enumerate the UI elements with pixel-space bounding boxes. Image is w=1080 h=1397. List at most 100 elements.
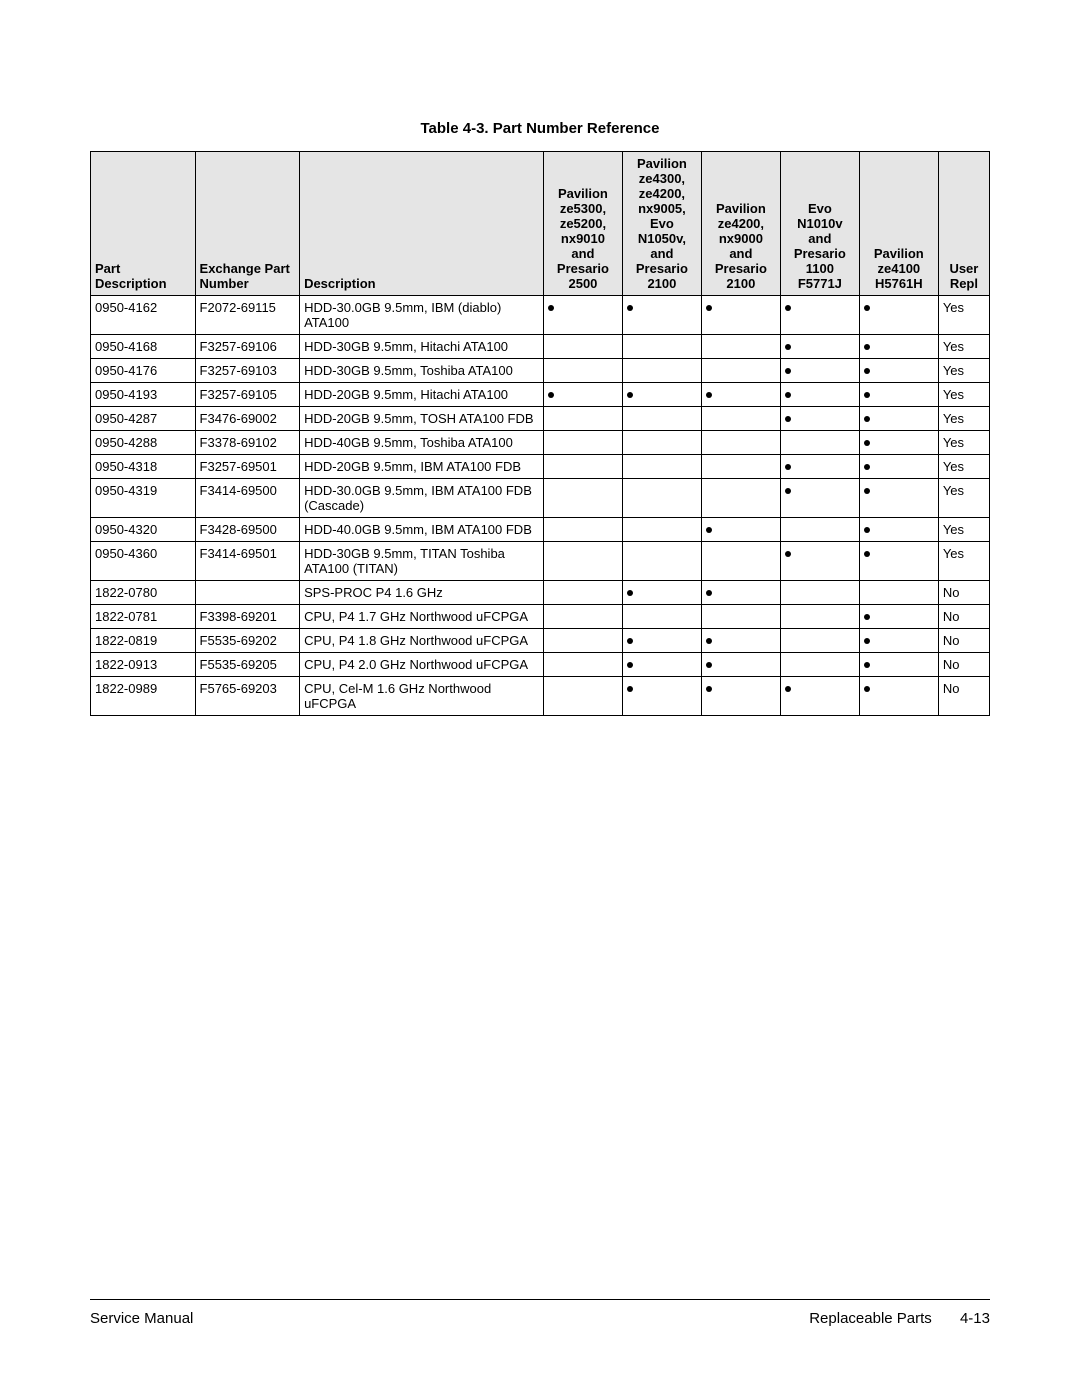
cell-model-5 [859,296,938,335]
cell-model-4 [780,581,859,605]
cell-model-2 [622,542,701,581]
cell-exchange: F3257-69106 [195,335,300,359]
bullet-icon [864,344,870,350]
bullet-icon [627,662,633,668]
table-row: 0950-4176F3257-69103HDD-30GB 9.5mm, Tosh… [91,359,990,383]
cell-part-desc: 0950-4320 [91,518,196,542]
cell-model-2 [622,677,701,716]
col-model-1: Pavilion ze5300, ze5200, nx9010 and Pres… [543,152,622,296]
cell-user-repl: Yes [938,383,989,407]
cell-model-2 [622,335,701,359]
cell-exchange: F3414-69500 [195,479,300,518]
cell-user-repl: Yes [938,479,989,518]
cell-model-4 [780,677,859,716]
cell-model-5 [859,653,938,677]
bullet-icon [548,305,554,311]
cell-description: HDD-30GB 9.5mm, Hitachi ATA100 [300,335,544,359]
cell-user-repl: No [938,629,989,653]
bullet-icon [864,305,870,311]
cell-description: HDD-30GB 9.5mm, Toshiba ATA100 [300,359,544,383]
cell-model-3 [701,335,780,359]
cell-model-5 [859,629,938,653]
table-row: 0950-4320F3428-69500HDD-40.0GB 9.5mm, IB… [91,518,990,542]
cell-user-repl: No [938,653,989,677]
bullet-icon [706,662,712,668]
cell-part-desc: 0950-4193 [91,383,196,407]
cell-model-1 [543,335,622,359]
bullet-icon [864,614,870,620]
bullet-icon [627,638,633,644]
cell-description: HDD-40.0GB 9.5mm, IBM ATA100 FDB [300,518,544,542]
cell-model-5 [859,479,938,518]
bullet-icon [864,392,870,398]
cell-model-2 [622,518,701,542]
cell-description: HDD-30.0GB 9.5mm, IBM ATA100 FDB (Cascad… [300,479,544,518]
cell-description: CPU, Cel-M 1.6 GHz Northwood uFCPGA [300,677,544,716]
bullet-icon [706,527,712,533]
table-title: Table 4-3. Part Number Reference [90,120,990,137]
bullet-icon [627,686,633,692]
cell-part-desc: 0950-4319 [91,479,196,518]
bullet-icon [785,416,791,422]
cell-model-4 [780,455,859,479]
cell-exchange: F3414-69501 [195,542,300,581]
bullet-icon [785,305,791,311]
cell-model-2 [622,431,701,455]
cell-exchange: F5765-69203 [195,677,300,716]
bullet-icon [864,686,870,692]
cell-model-5 [859,581,938,605]
bullet-icon [785,686,791,692]
cell-description: CPU, P4 2.0 GHz Northwood uFCPGA [300,653,544,677]
cell-part-desc: 0950-4288 [91,431,196,455]
col-model-2: Pavilion ze4300, ze4200, nx9005, Evo N10… [622,152,701,296]
table-body: 0950-4162F2072-69115HDD-30.0GB 9.5mm, IB… [91,296,990,716]
cell-model-1 [543,296,622,335]
cell-model-4 [780,479,859,518]
cell-model-4 [780,296,859,335]
page-footer: Service Manual Replaceable Parts 4-13 [90,1299,990,1327]
cell-model-1 [543,407,622,431]
bullet-icon [706,590,712,596]
footer-right: Replaceable Parts 4-13 [809,1310,990,1327]
cell-model-5 [859,605,938,629]
cell-model-3 [701,431,780,455]
cell-part-desc: 0950-4168 [91,335,196,359]
cell-part-desc: 0950-4176 [91,359,196,383]
cell-model-1 [543,479,622,518]
cell-model-2 [622,653,701,677]
cell-model-5 [859,542,938,581]
cell-user-repl: Yes [938,431,989,455]
cell-exchange: F3428-69500 [195,518,300,542]
cell-user-repl: Yes [938,296,989,335]
cell-model-2 [622,383,701,407]
bullet-icon [785,464,791,470]
cell-model-2 [622,407,701,431]
cell-part-desc: 0950-4287 [91,407,196,431]
col-model-3: Pavilion ze4200, nx9000 and Presario 210… [701,152,780,296]
part-number-table: Part Description Exchange Part Number De… [90,151,990,716]
cell-model-3 [701,542,780,581]
cell-model-2 [622,581,701,605]
cell-exchange: F3378-69102 [195,431,300,455]
cell-model-4 [780,605,859,629]
cell-model-1 [543,605,622,629]
cell-user-repl: Yes [938,335,989,359]
cell-description: HDD-20GB 9.5mm, TOSH ATA100 FDB [300,407,544,431]
col-model-5: Pavilion ze4100 H5761H [859,152,938,296]
cell-user-repl: Yes [938,455,989,479]
cell-exchange: F3398-69201 [195,605,300,629]
bullet-icon [864,440,870,446]
cell-model-5 [859,455,938,479]
cell-model-5 [859,431,938,455]
cell-description: HDD-40GB 9.5mm, Toshiba ATA100 [300,431,544,455]
table-row: 0950-4168F3257-69106HDD-30GB 9.5mm, Hita… [91,335,990,359]
cell-part-desc: 1822-0781 [91,605,196,629]
cell-model-1 [543,518,622,542]
bullet-icon [785,392,791,398]
table-row: 0950-4318F3257-69501HDD-20GB 9.5mm, IBM … [91,455,990,479]
table-row: 1822-0780SPS-PROC P4 1.6 GHzNo [91,581,990,605]
cell-exchange: F3257-69501 [195,455,300,479]
table-header-row: Part Description Exchange Part Number De… [91,152,990,296]
table-row: 1822-0781F3398-69201CPU, P4 1.7 GHz Nort… [91,605,990,629]
cell-model-1 [543,629,622,653]
